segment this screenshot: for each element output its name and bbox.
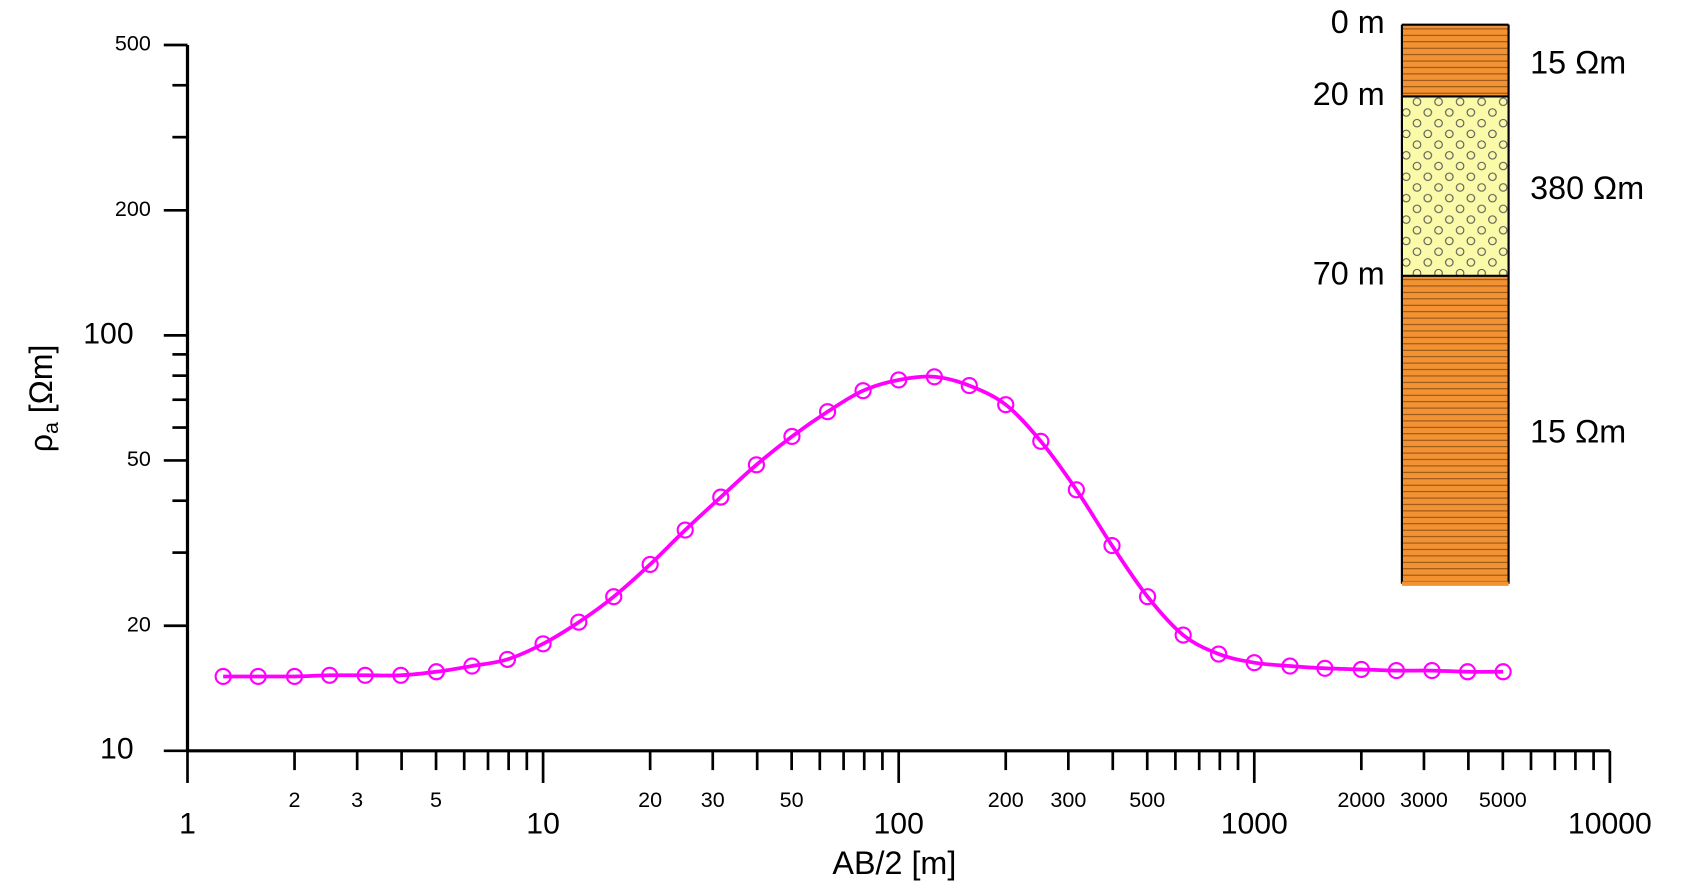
data-point <box>1174 626 1192 644</box>
x-tick-label: 300 <box>1050 788 1086 812</box>
y-tick-label: 50 <box>127 447 151 471</box>
x-tick-label: 30 <box>701 788 725 812</box>
data-point <box>1281 657 1299 675</box>
data-point <box>320 666 339 684</box>
data-point <box>890 371 908 389</box>
data-point <box>1352 660 1370 679</box>
data-point <box>1387 662 1406 680</box>
x-tick-label: 1 <box>179 808 196 841</box>
data-point <box>570 613 588 631</box>
data-point <box>783 427 801 446</box>
y-tick-label: 100 <box>83 317 133 350</box>
x-tick-label: 500 <box>1129 788 1165 812</box>
resistivity-label: 15 Ωm <box>1530 414 1626 450</box>
data-point <box>1103 536 1121 555</box>
x-tick-label: 1000 <box>1221 808 1288 841</box>
y-axis-unit: [Ωm] <box>23 345 59 423</box>
data-point <box>1138 588 1157 606</box>
data-point <box>1423 662 1441 680</box>
data-point <box>925 368 944 386</box>
y-tick-label: 20 <box>127 612 151 636</box>
resistivity-label: 15 Ωm <box>1530 44 1626 80</box>
x-tick-label: 10 <box>526 808 560 841</box>
data-point <box>1494 663 1512 681</box>
data-point <box>463 657 481 675</box>
data-point <box>534 635 552 653</box>
layer <box>1401 96 1509 276</box>
y-axis-symbol: ρ <box>23 434 59 452</box>
layer <box>1401 275 1509 584</box>
data-point <box>997 396 1015 414</box>
data-point <box>1458 663 1477 681</box>
x-tick-label: 3000 <box>1400 788 1448 812</box>
data-point <box>498 650 517 668</box>
data-line <box>223 374 1504 679</box>
data-point <box>427 663 445 681</box>
data-point <box>854 382 872 400</box>
data-point <box>712 488 730 506</box>
x-tick-label: 50 <box>780 788 804 812</box>
y-axis-title: ρa [Ωm] <box>23 345 63 453</box>
data-point <box>1032 432 1050 450</box>
x-tick-label: 3 <box>351 788 363 812</box>
data-point <box>356 666 374 684</box>
data-point <box>1067 481 1085 499</box>
data-point <box>1210 645 1228 663</box>
x-tick-label: 5 <box>430 788 442 812</box>
x-tick-label: 2000 <box>1337 788 1385 812</box>
y-axis-subscript: a <box>38 422 62 434</box>
data-point <box>1245 654 1263 672</box>
x-tick-label: 5000 <box>1479 788 1527 812</box>
data-point <box>641 555 659 573</box>
x-axis-title: AB/2 [m] <box>832 845 956 881</box>
layer <box>1401 24 1509 97</box>
data-point <box>960 377 978 395</box>
data-point <box>605 588 623 606</box>
x-tick-label: 2 <box>289 788 301 812</box>
depth-label: 70 m <box>1313 255 1385 291</box>
data-point <box>392 666 410 684</box>
depth-label: 20 m <box>1313 76 1385 112</box>
data-point <box>214 667 232 686</box>
x-tick-label: 100 <box>874 808 924 841</box>
data-point <box>676 521 694 539</box>
y-tick-label: 200 <box>115 197 151 221</box>
data-point <box>285 667 304 686</box>
x-tick-label: 200 <box>988 788 1024 812</box>
data-point <box>1316 659 1334 677</box>
data-point <box>249 667 267 686</box>
y-tick-label: 500 <box>115 32 151 56</box>
y-tick-label: 10 <box>100 733 134 766</box>
x-tick-label: 10000 <box>1568 808 1652 841</box>
data-point <box>818 403 837 421</box>
depth-label: 0 m <box>1331 4 1385 40</box>
x-tick-label: 20 <box>638 788 662 812</box>
resistivity-label: 380 Ωm <box>1530 170 1644 206</box>
data-point <box>747 456 766 474</box>
